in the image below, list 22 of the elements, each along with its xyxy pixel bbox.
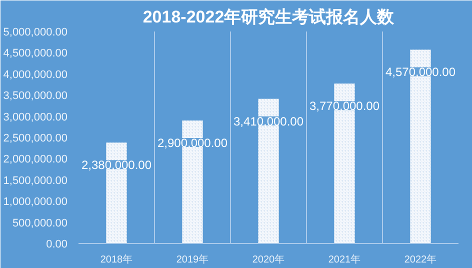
y-tick-label: 2,500,000.00 [3, 132, 68, 144]
y-tick-label: 0.00 [46, 238, 68, 250]
data-label: 3,410,000.00 [233, 114, 304, 128]
y-tick-label: 3,500,000.00 [3, 90, 68, 102]
y-tick-label: 1,000,000.00 [3, 196, 68, 208]
y-tick-label: 2,000,000.00 [3, 154, 68, 166]
y-tick-label: 5,000,000.00 [3, 26, 68, 38]
x-tick-label: 2022年 [404, 254, 437, 266]
data-label: 2,900,000.00 [157, 136, 228, 150]
x-tick-label: 2021年 [328, 254, 361, 266]
chart-title: 2018-2022年研究生考试报名人数 [142, 8, 396, 26]
data-label: 4,570,000.00 [385, 65, 456, 80]
y-tick-label: 4,500,000.00 [3, 48, 68, 60]
y-tick-label: 3,000,000.00 [3, 111, 68, 124]
x-tick-label: 2018年 [100, 254, 133, 266]
data-label: 3,770,000.00 [309, 99, 380, 114]
y-tick-label: 4,000,000.00 [3, 68, 68, 81]
y-tick-label: 500,000.00 [12, 217, 68, 230]
y-tick-label: 1,500,000.00 [3, 174, 68, 187]
data-label: 2,380,000.00 [81, 158, 152, 172]
x-tick-label: 2020年 [252, 254, 285, 266]
x-tick-label: 2019年 [176, 254, 209, 266]
